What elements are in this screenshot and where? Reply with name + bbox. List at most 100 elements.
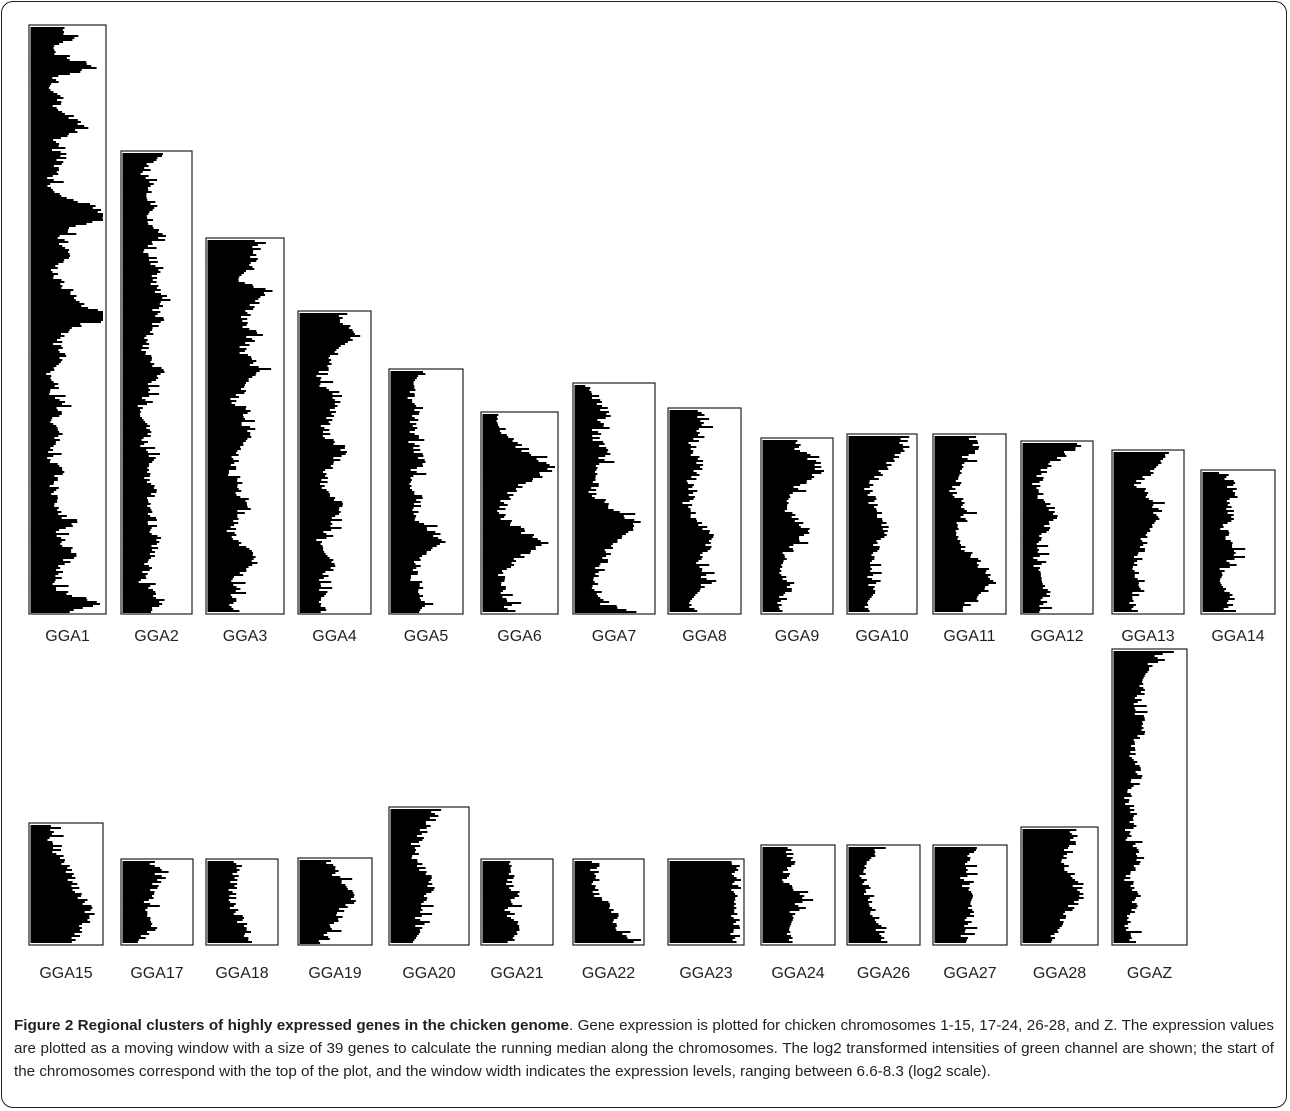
panel-frame-gga17 (120, 858, 194, 946)
panel-frame-gga22 (572, 858, 645, 946)
expression-profile-gga21 (482, 861, 522, 943)
panel-frame-ggaz (1111, 648, 1188, 946)
expression-profile-gga9 (762, 440, 824, 612)
chromosome-label-gga13: GGA13 (1121, 628, 1174, 645)
chromosome-label-gga3: GGA3 (223, 628, 268, 645)
chromosome-panel-gga2: GGA2 (120, 150, 193, 645)
chromosome-label-gga12: GGA12 (1030, 628, 1083, 645)
chromosome-label-gga8: GGA8 (682, 628, 727, 645)
chromosome-panel-gga10: GGA10 (846, 433, 918, 645)
chromosome-label-gga27: GGA27 (943, 965, 996, 982)
panel-frame-gga7 (572, 382, 656, 615)
chromosome-panel-gga8: GGA8 (667, 407, 742, 645)
chromosome-panel-gga13: GGA13 (1111, 449, 1185, 645)
panel-frame-gga1 (28, 24, 107, 615)
panel-frame-gga18 (205, 858, 279, 946)
expression-profile-gga27 (934, 847, 978, 943)
expression-profile-gga17 (122, 861, 169, 943)
expression-profile-gga26 (848, 847, 888, 943)
panel-frame-gga11 (932, 433, 1007, 615)
caption-text: . Gene expression is plotted for chicken… (14, 1017, 1274, 1080)
panel-frame-gga26 (846, 844, 921, 946)
expression-profile-gga6 (482, 414, 555, 612)
chromosome-panel-gga11: GGA11 (932, 433, 1007, 645)
chromosome-label-gga20: GGA20 (402, 965, 455, 982)
panel-frame-gga14 (1200, 469, 1276, 615)
chromosome-panel-gga26: GGA26 (846, 844, 921, 982)
chromosome-label-gga28: GGA28 (1033, 965, 1086, 982)
chromosome-panel-gga6: GGA6 (480, 411, 559, 645)
chromosome-panel-gga14: GGA14 (1200, 469, 1276, 645)
chromosome-panel-gga1: GGA1 (28, 24, 107, 645)
chromosome-panel-gga3: GGA3 (205, 237, 285, 645)
panel-frame-gga19 (297, 857, 373, 946)
chromosome-panel-gga19: GGA19 (297, 857, 373, 982)
chromosome-label-gga26: GGA26 (857, 965, 910, 982)
chromosome-label-gga23: GGA23 (679, 965, 732, 982)
expression-profile-gga13 (1113, 452, 1169, 612)
panel-frame-gga28 (1020, 826, 1099, 946)
expression-profile-gga18 (207, 861, 252, 943)
chromosome-label-gga10: GGA10 (855, 628, 908, 645)
panel-frame-gga2 (120, 150, 193, 615)
panel-frame-gga23 (667, 858, 745, 946)
chromosome-panel-gga15: GGA15 (28, 822, 104, 982)
expression-profile-gga5 (390, 371, 446, 613)
expression-profile-gga24 (762, 847, 814, 943)
expression-profile-gga8 (669, 410, 717, 612)
chromosome-panel-ggaz: GGAZ (1111, 648, 1188, 982)
expression-profile-gga23 (669, 861, 741, 943)
chromosome-label-gga11: GGA11 (943, 628, 995, 645)
panel-frame-gga13 (1111, 449, 1185, 615)
panel-frame-gga3 (205, 237, 285, 615)
expression-profile-gga7 (574, 385, 641, 613)
chromosome-panel-gga28: GGA28 (1020, 826, 1099, 982)
chromosome-panel-gga5: GGA5 (388, 368, 464, 645)
chromosome-label-gga15: GGA15 (39, 965, 92, 982)
expression-profile-gga22 (574, 861, 641, 943)
expression-profile-gga10 (848, 436, 910, 612)
chromosome-label-gga21: GGA21 (490, 965, 543, 982)
chromosome-label-gga9: GGA9 (775, 628, 820, 645)
expression-profile-gga19 (299, 860, 356, 944)
chromosome-panel-gga7: GGA7 (572, 382, 656, 645)
chromosome-panel-gga12: GGA12 (1020, 440, 1094, 645)
chromosome-label-ggaz: GGAZ (1127, 965, 1173, 982)
chromosome-label-gga5: GGA5 (404, 628, 449, 645)
chromosome-panel-gga22: GGA22 (572, 858, 645, 982)
chromosome-panel-gga23: GGA23 (667, 858, 745, 982)
panel-frame-gga15 (28, 822, 104, 946)
chromosome-label-gga24: GGA24 (771, 965, 824, 982)
caption-title: Figure 2 Regional clusters of highly exp… (14, 1017, 569, 1034)
panel-frame-gga12 (1020, 440, 1094, 615)
panel-frame-gga9 (760, 437, 834, 615)
chromosome-label-gga14: GGA14 (1211, 628, 1264, 645)
expression-profile-gga11 (934, 436, 996, 612)
chromosome-label-gga18: GGA18 (215, 965, 268, 982)
panel-frame-gga4 (297, 310, 372, 615)
chromosome-label-gga22: GGA22 (582, 965, 635, 982)
chromosome-panel-gga18: GGA18 (205, 858, 279, 982)
expression-profile-gga3 (207, 240, 273, 612)
chromosome-panel-gga17: GGA17 (120, 858, 194, 982)
panel-frame-gga5 (388, 368, 464, 615)
chromosome-label-gga17: GGA17 (130, 965, 183, 982)
expression-profile-gga12 (1022, 443, 1082, 613)
chromosome-panel-gga20: GGA20 (388, 806, 470, 982)
panel-frame-gga6 (480, 411, 559, 615)
expression-profile-ggaz (1113, 651, 1174, 943)
chromosome-label-gga6: GGA6 (497, 628, 542, 645)
chromosome-label-gga4: GGA4 (312, 628, 357, 645)
expression-profile-gga1 (30, 27, 103, 613)
chromosome-panel-gga9: GGA9 (760, 437, 834, 645)
panel-frame-gga8 (667, 407, 742, 615)
panel-frame-gga21 (480, 858, 554, 946)
expression-profile-gga20 (390, 809, 442, 943)
figure-caption: Figure 2 Regional clusters of highly exp… (14, 1014, 1274, 1083)
chromosome-panel-gga24: GGA24 (760, 844, 836, 982)
expression-profile-gga4 (299, 313, 361, 613)
chromosome-panel-gga27: GGA27 (932, 844, 1008, 982)
chromosome-label-gga1: GGA1 (45, 628, 90, 645)
expression-profile-gga14 (1202, 472, 1246, 612)
